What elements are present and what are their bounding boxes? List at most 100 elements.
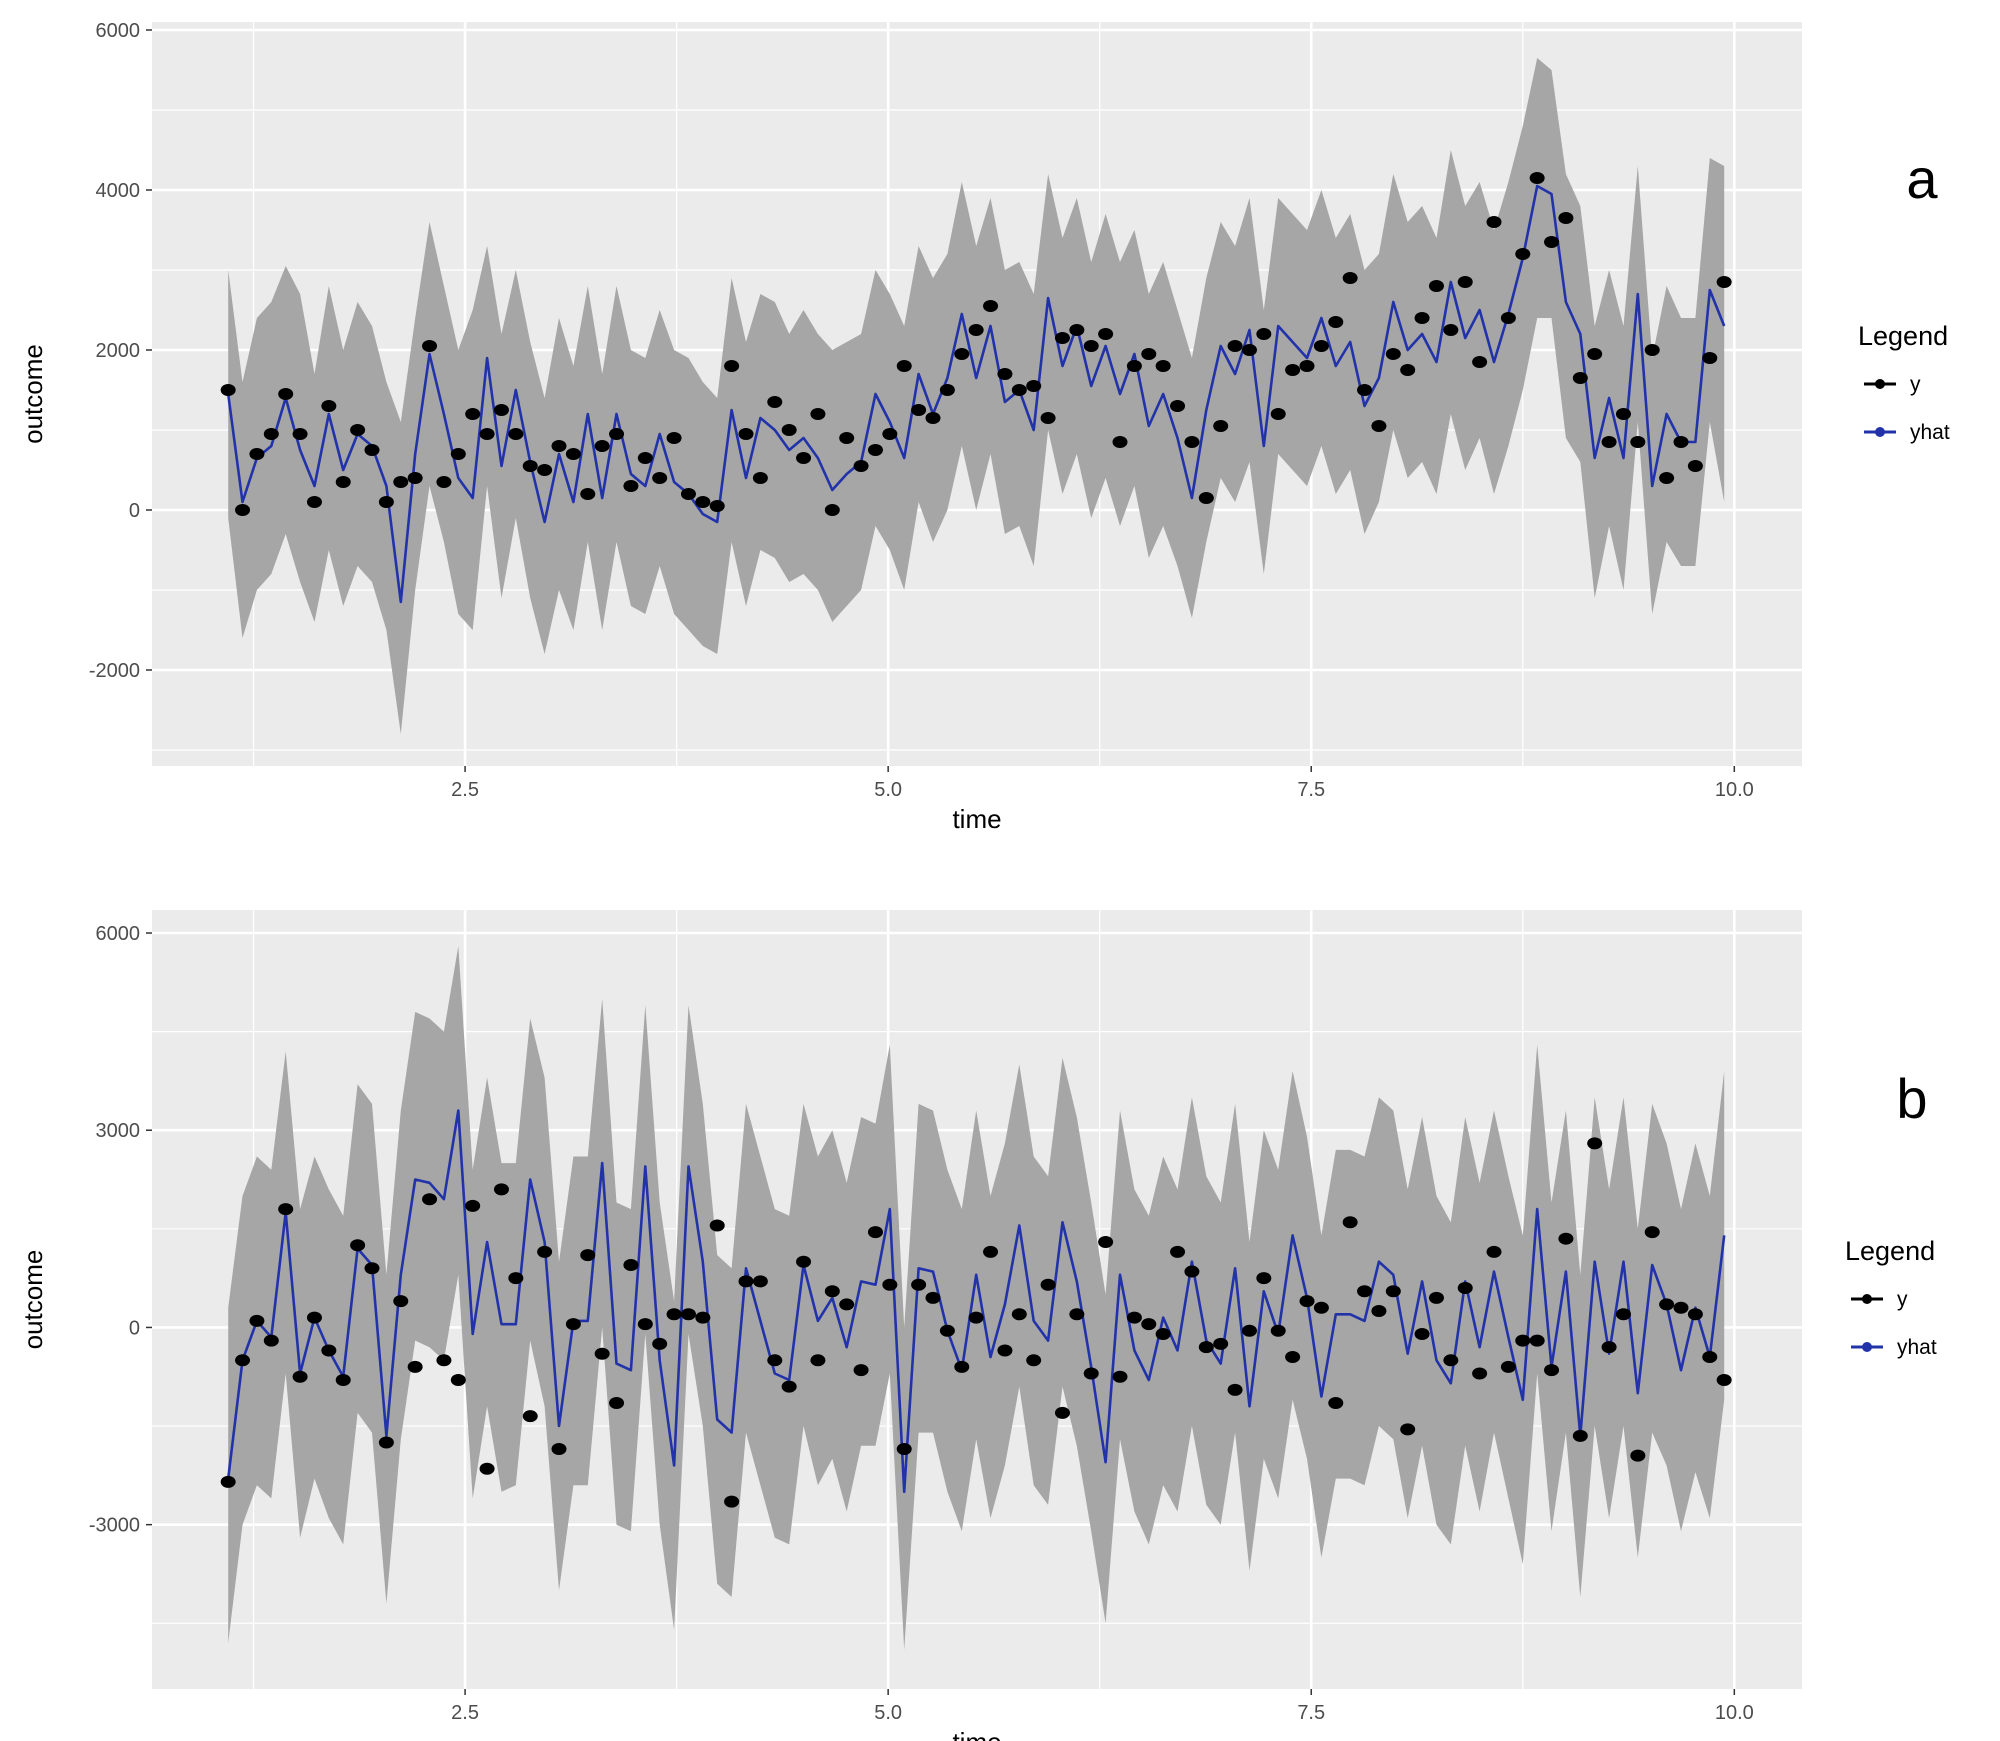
y-point (1170, 1245, 1186, 1258)
y-point (1443, 1354, 1459, 1367)
y-tick-label: 2000 (96, 340, 141, 362)
y-point (292, 428, 308, 440)
y-point (350, 1239, 366, 1252)
y-point (1702, 1351, 1718, 1364)
y-point (839, 1298, 855, 1311)
y-point (680, 1308, 696, 1321)
y-point (1112, 436, 1128, 448)
plot-b-x-tick-labels: 2.5 5.0 7.5 10.0 (451, 1689, 1754, 1724)
y-point (623, 480, 639, 492)
y-point (1054, 332, 1070, 344)
y-point (1342, 272, 1358, 284)
y-point (1472, 1367, 1488, 1380)
y-point (551, 1443, 567, 1456)
y-point (1572, 372, 1588, 384)
y-point (824, 504, 840, 516)
y-point (1256, 1272, 1272, 1285)
y-point (1457, 1281, 1473, 1294)
y-point (1615, 408, 1631, 420)
y-point (278, 1203, 294, 1216)
y-point (1601, 1341, 1617, 1354)
y-point (925, 412, 941, 424)
y-point (493, 404, 509, 416)
y-point (1313, 1301, 1329, 1314)
y-point (709, 1219, 725, 1232)
y-point (666, 432, 682, 444)
y-point (724, 1495, 740, 1508)
y-point (637, 452, 653, 464)
plot-b-legend-y-label: y (1897, 1288, 1908, 1311)
y-point (1170, 400, 1186, 412)
y-point (1256, 328, 1272, 340)
y-tick-label: 4000 (96, 180, 141, 202)
y-point (321, 400, 337, 412)
y-point (1285, 1351, 1301, 1364)
y-point (738, 428, 754, 440)
y-point (1428, 280, 1444, 292)
y-point (1702, 352, 1718, 364)
y-point (565, 448, 581, 460)
y-point (1587, 1137, 1603, 1150)
y-point (609, 1397, 625, 1410)
y-point (1126, 360, 1142, 372)
y-point (465, 1199, 481, 1212)
y-point (1371, 420, 1387, 432)
y-point (781, 424, 797, 436)
y-point (1544, 1364, 1560, 1377)
y-point (1486, 1245, 1502, 1258)
y-point (1069, 1308, 1085, 1321)
panel-a: -2000 0 2000 4000 6000 2.5 5.0 7.5 10.0 time ou… (18, 20, 1950, 834)
plot-a-legend-y-label: y (1910, 373, 1921, 396)
y-point (1213, 420, 1229, 432)
plot-a-confidence-band (228, 58, 1725, 734)
y-point (537, 464, 553, 476)
y-point (1270, 408, 1286, 420)
y-point (263, 428, 279, 440)
plot-a-y-axis-title: outcome (18, 344, 48, 444)
y-point (680, 488, 696, 500)
plot-b-legend-yhat-label: yhat (1897, 1336, 1937, 1359)
y-point (882, 1278, 898, 1291)
y-point (609, 428, 625, 440)
y-point (1227, 1383, 1243, 1396)
y-point (652, 1337, 668, 1350)
y-point (1659, 472, 1675, 484)
y-point (1400, 364, 1416, 376)
y-point (508, 1272, 524, 1285)
plot-b-legend: Legend y yhat (1845, 1236, 1937, 1359)
y-point (1213, 1337, 1229, 1350)
y-point (263, 1334, 279, 1347)
y-point (968, 1311, 984, 1324)
x-tick-label: 7.5 (1297, 1702, 1325, 1724)
y-point (594, 1347, 610, 1360)
y-point (1026, 1354, 1042, 1367)
y-point (867, 1226, 883, 1239)
y-point (1011, 384, 1027, 396)
y-point (378, 496, 394, 508)
y-point (939, 384, 955, 396)
y-point (796, 1255, 812, 1268)
y-point (1644, 1226, 1660, 1239)
plot-b-y-axis-title: outcome (18, 1250, 48, 1350)
y-point (465, 408, 481, 420)
y-point (896, 360, 912, 372)
plot-a-legend-yhat-label: yhat (1910, 421, 1950, 444)
y-point (939, 1324, 955, 1337)
y-point (925, 1291, 941, 1304)
y-point (1500, 1360, 1516, 1373)
y-point (580, 488, 596, 500)
y-point (1299, 360, 1315, 372)
y-point (983, 300, 999, 312)
y-point (594, 440, 610, 452)
y-point (1069, 324, 1085, 336)
y-point (1126, 1311, 1142, 1324)
y-point (1371, 1305, 1387, 1318)
y-point (1141, 348, 1157, 360)
y-point (1083, 340, 1099, 352)
y-tick-label: 6000 (96, 923, 141, 945)
x-tick-label: 5.0 (874, 779, 902, 801)
plot-b-confidence-band (228, 946, 1725, 1650)
y-point (1644, 344, 1660, 356)
y-point (983, 1245, 999, 1258)
